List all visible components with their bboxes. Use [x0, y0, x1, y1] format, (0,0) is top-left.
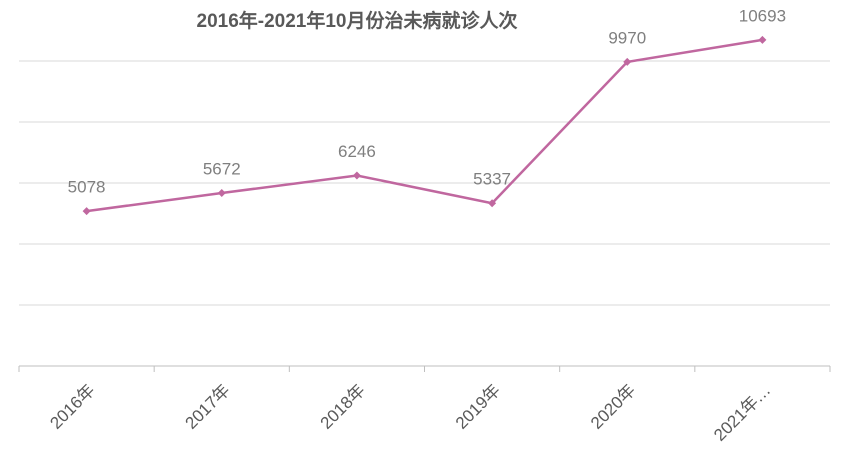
marker [758, 35, 767, 44]
x-tick-label: 2019年 [452, 381, 504, 433]
x-tick-label: 2016年 [46, 381, 98, 433]
x-tick-label: 2021年… [710, 381, 774, 445]
marker [488, 199, 497, 208]
series-line [86, 38, 763, 213]
data-label: 5337 [473, 170, 511, 189]
marker [623, 57, 632, 66]
chart-title: 2016年-2021年10月份治未病就诊人次 [197, 9, 518, 32]
x-tick-label: 2020年 [587, 381, 639, 433]
marker [217, 189, 226, 198]
data-label: 5672 [203, 159, 241, 178]
data-label: 5078 [68, 178, 106, 197]
x-tick-label: 2018年 [317, 381, 369, 433]
x-tick-label: 2017年 [182, 381, 234, 433]
data-label: 6246 [338, 142, 376, 161]
data-label: 9970 [608, 28, 646, 47]
marker [82, 207, 91, 216]
data-label: 10693 [739, 6, 786, 25]
marker [352, 171, 361, 180]
